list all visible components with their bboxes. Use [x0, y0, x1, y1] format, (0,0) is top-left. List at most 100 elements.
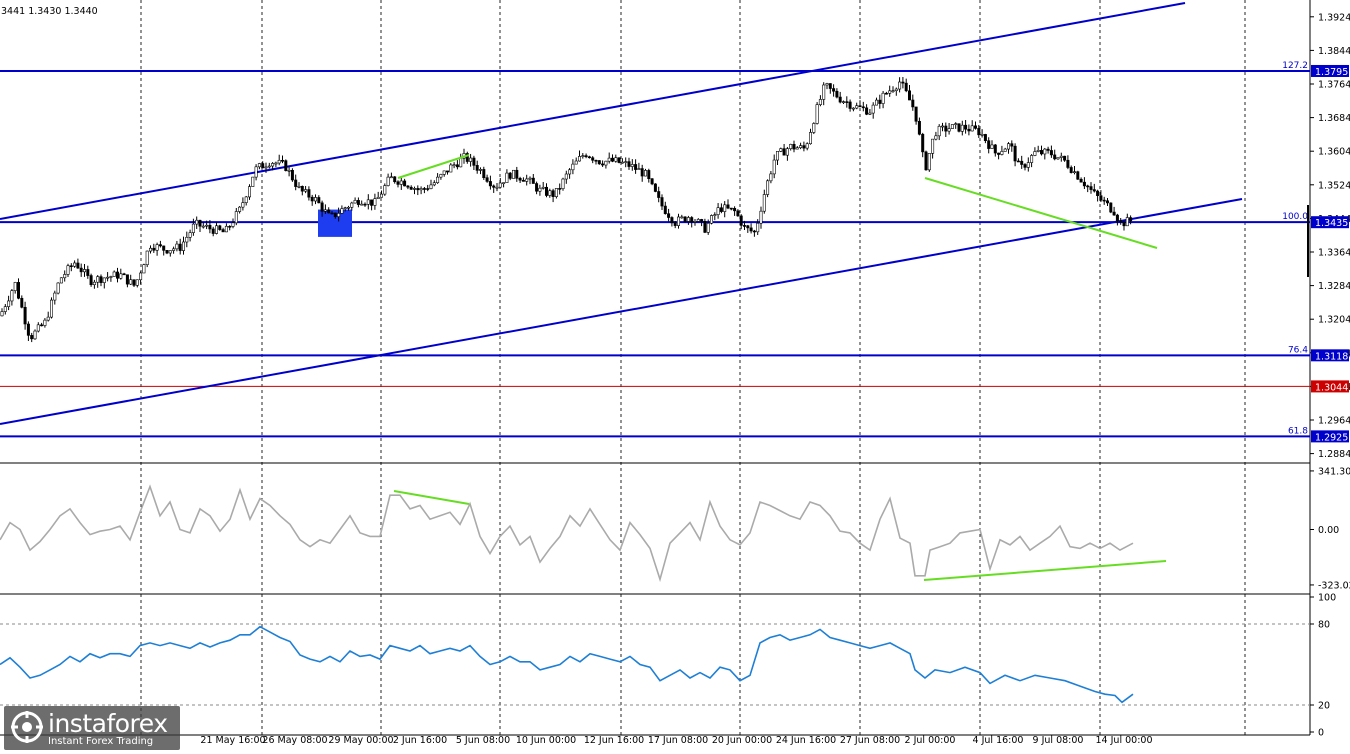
candle-body	[1053, 154, 1057, 160]
x-tick-label: 27 Jun 08:00	[840, 735, 900, 746]
candle-body	[215, 225, 219, 234]
candle-body	[280, 159, 284, 162]
candle-body	[726, 204, 730, 209]
candle-body	[132, 279, 136, 286]
candle-body	[439, 174, 443, 178]
candle-body	[640, 168, 644, 177]
candle-body	[79, 267, 83, 273]
candle-body	[297, 186, 301, 188]
candle-body	[587, 156, 591, 159]
candle-body	[502, 182, 506, 184]
candle-body	[772, 159, 776, 175]
candle-body	[835, 90, 839, 98]
y-tick-label: 1.3204	[1318, 315, 1350, 326]
candle-body	[459, 157, 463, 168]
candle-body	[1046, 148, 1050, 151]
candle-body	[1026, 162, 1030, 168]
candle-body	[723, 204, 727, 212]
candle-body	[944, 125, 948, 132]
x-tick-label: 2 Jul 00:00	[905, 735, 956, 746]
candle-body	[373, 198, 377, 206]
x-tick-label: 9 Jul 08:00	[1033, 735, 1084, 746]
candle-body	[188, 232, 192, 238]
candle-body	[594, 159, 598, 162]
price-tag-bg	[1311, 430, 1349, 443]
candle-body	[680, 216, 684, 219]
candle-body	[455, 164, 459, 168]
y-tick-label: 1.3604	[1318, 147, 1350, 158]
candle-body	[248, 186, 252, 198]
candle-body	[667, 213, 671, 218]
candle-body	[1082, 181, 1086, 187]
candle-body	[26, 323, 30, 336]
candle-body	[191, 223, 195, 233]
y-tick-label: 1.3764	[1318, 80, 1350, 91]
candle-body	[208, 224, 212, 230]
candle-body	[676, 216, 680, 226]
candle-body	[307, 189, 311, 198]
candle-body	[960, 124, 964, 132]
candle-body	[350, 202, 354, 208]
candle-body	[581, 155, 585, 157]
candle-body	[1076, 171, 1080, 180]
candle-body	[287, 169, 291, 172]
candle-body	[498, 182, 502, 188]
candle-body	[1040, 150, 1044, 155]
y-tick-label: 1.3284	[1318, 281, 1350, 292]
candle-body	[122, 273, 126, 276]
candle-body	[488, 181, 492, 187]
candle-body	[759, 210, 763, 224]
candle-body	[327, 209, 331, 214]
x-tick-label: 29 May 00:00	[328, 735, 393, 746]
candle-body	[168, 250, 172, 254]
x-tick-label: 5 Jun 08:00	[456, 735, 510, 746]
candle-body	[20, 297, 24, 308]
candle-body	[304, 189, 308, 192]
candle-body	[149, 247, 153, 252]
candle-body	[634, 164, 638, 170]
candle-body	[142, 264, 146, 274]
candle-body	[868, 112, 872, 115]
candle-body	[478, 169, 482, 171]
candle-body	[475, 165, 479, 171]
candle-body	[102, 277, 106, 283]
candle-body	[792, 144, 796, 150]
cci-tick-label: 0.00	[1318, 525, 1339, 536]
candle-body	[1033, 151, 1037, 156]
candle-body	[568, 169, 572, 175]
candle-body	[337, 213, 341, 217]
candle-body	[205, 224, 209, 227]
candle-body	[343, 207, 347, 210]
candle-body	[92, 281, 96, 286]
candle-body	[795, 147, 799, 150]
candle-body	[185, 236, 189, 243]
candle-body	[320, 202, 324, 212]
candle-body	[924, 151, 928, 171]
candle-body	[46, 316, 50, 321]
candle-body	[56, 282, 60, 294]
header-ohlc-text: 3441 1.3430 1.3440	[1, 6, 98, 17]
candle-body	[822, 84, 826, 100]
candle-body	[1059, 155, 1063, 158]
candle-body	[198, 219, 202, 227]
candle-body	[356, 200, 360, 205]
candle-body	[931, 138, 935, 154]
candle-body	[1112, 211, 1116, 216]
candle-body	[884, 92, 888, 95]
candle-body	[858, 105, 862, 108]
x-tick-label: 24 Jun 16:00	[776, 735, 836, 746]
candle-body	[746, 225, 750, 229]
candle-body	[709, 215, 713, 224]
candle-body	[158, 244, 162, 247]
candle-body	[1016, 160, 1020, 163]
candle-body	[970, 125, 974, 132]
candle-body	[1066, 159, 1070, 168]
candle-body	[535, 183, 539, 192]
candle-body	[515, 169, 519, 179]
candle-body	[406, 185, 410, 188]
logo-mark-icon	[11, 711, 43, 743]
candle-body	[855, 105, 859, 109]
candle-body	[825, 83, 829, 86]
candle-body	[370, 199, 374, 206]
